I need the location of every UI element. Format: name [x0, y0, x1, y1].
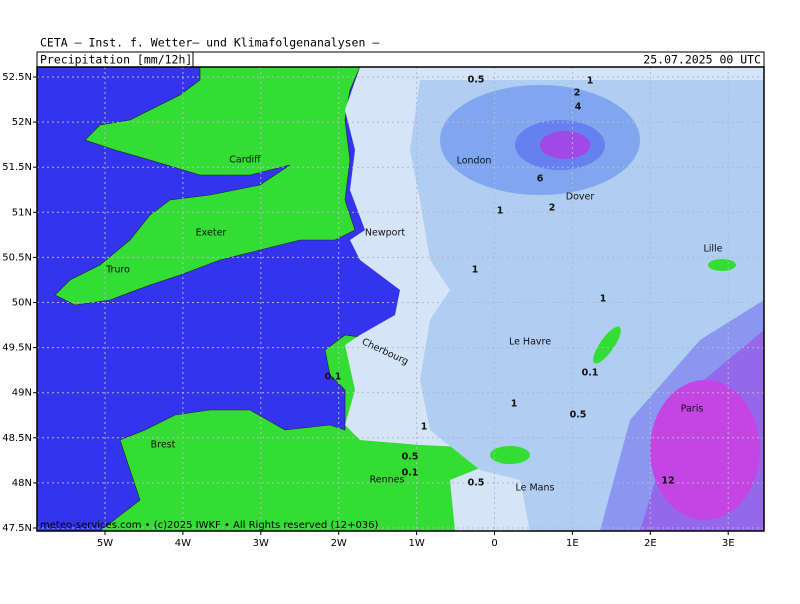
lat-label: 50N: [12, 298, 32, 309]
contour-labels: 0.5 1 2 4 6 1 2 1 1 0.1 1 0.5 1 0.5 0.1 …: [325, 75, 675, 489]
lon-label: 2E: [644, 538, 657, 549]
contour-label: 1: [600, 294, 607, 305]
city-label: Rennes: [370, 475, 405, 486]
axes: 52.5N 52N 51.5N 51N 50.5N 50N 49.5N 49N 48.5N 48N…: [2, 72, 734, 549]
city-label: London: [457, 156, 492, 167]
city-label: Brest: [151, 440, 176, 451]
dry-patch: [490, 446, 530, 464]
contour-label: 12: [661, 476, 674, 487]
contour-label: 1: [587, 76, 594, 87]
contour-label: 1: [421, 422, 428, 433]
contour-label: 0.5: [468, 478, 485, 489]
contour-label: 0.5: [402, 452, 419, 463]
contour-label: 1: [497, 206, 504, 217]
lat-label: 50.5N: [2, 252, 32, 263]
lon-label: 4W: [175, 538, 191, 549]
contour-label: 0.1: [402, 468, 419, 479]
lat-label: 48N: [12, 478, 32, 489]
lon-label: 2W: [331, 538, 347, 549]
city-label: Exeter: [196, 228, 227, 239]
contour-label: 4: [575, 102, 582, 113]
lat-label: 51N: [12, 207, 32, 218]
lon-label: 1W: [408, 538, 424, 549]
dry-patch: [593, 326, 621, 364]
contour-label: 2: [549, 203, 556, 214]
contour-label: 0.1: [325, 372, 342, 383]
contour-label: 6: [537, 174, 544, 185]
contour-label: 2: [574, 88, 581, 99]
lat-label: 52N: [12, 117, 32, 128]
city-label: Cardiff: [229, 155, 261, 166]
city-label: Dover: [566, 192, 595, 203]
precip-london-max: [540, 131, 590, 159]
lat-label: 51.5N: [2, 162, 32, 173]
map-area: [37, 66, 764, 532]
lat-label: 49.5N: [2, 343, 32, 354]
contour-label: 0.5: [570, 410, 587, 421]
lat-label: 48.5N: [2, 433, 32, 444]
lon-label: 1E: [566, 538, 579, 549]
lat-label: 49N: [12, 388, 32, 399]
precip-paris-max: [650, 380, 760, 520]
city-label: Lille: [703, 244, 722, 255]
parameter-label: Precipitation [mm/12h]: [40, 53, 192, 67]
lon-label: 3E: [722, 538, 735, 549]
great-britain: [54, 66, 361, 306]
lon-label: 3W: [253, 538, 269, 549]
contour-label: 1: [472, 265, 479, 276]
valid-time: 25.07.2025 00 UTC: [643, 53, 761, 67]
lat-label: 47.5N: [2, 523, 32, 534]
contour-label: 1: [511, 399, 518, 410]
city-label: Le Havre: [509, 337, 551, 348]
city-label: Le Mans: [516, 483, 555, 494]
header-title: CETA – Inst. f. Wetter– und Klimafolgena…: [40, 36, 379, 50]
graticule: [37, 67, 764, 531]
footer-credit: meteo-services.com • (c)2025 IWKF • All …: [40, 520, 379, 531]
lon-label: 0: [491, 538, 497, 549]
contour-label: 0.5: [468, 75, 485, 86]
map-frame: [36, 66, 765, 532]
contour-label: 0.1: [582, 368, 599, 379]
lon-label: 5W: [97, 538, 113, 549]
city-label: Paris: [681, 404, 704, 415]
city-label: Newport: [365, 228, 405, 239]
lat-label: 52.5N: [2, 72, 32, 83]
dry-patch: [708, 259, 736, 271]
city-label: Truro: [105, 265, 130, 276]
